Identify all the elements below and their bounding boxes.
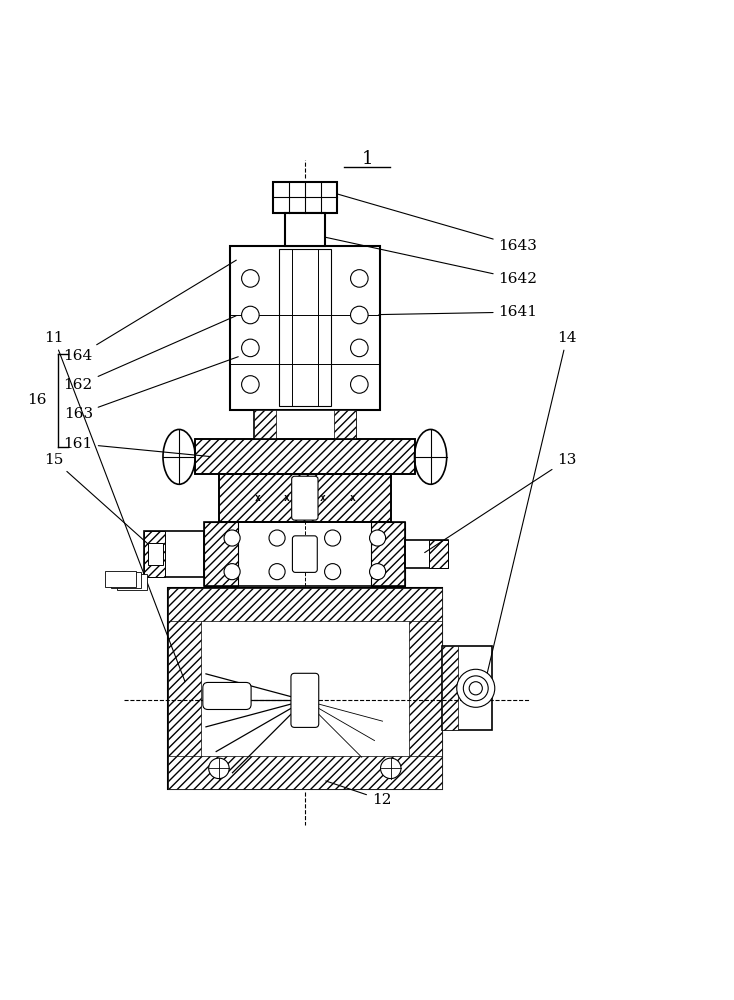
Bar xyxy=(117,574,148,590)
Bar xyxy=(105,571,136,587)
Text: 14: 14 xyxy=(480,331,577,704)
Bar xyxy=(333,410,356,439)
FancyBboxPatch shape xyxy=(291,673,319,727)
Bar xyxy=(371,522,405,586)
FancyBboxPatch shape xyxy=(292,536,317,572)
Bar xyxy=(168,756,442,789)
Text: 13: 13 xyxy=(425,453,576,553)
Bar xyxy=(168,588,442,789)
Text: 162: 162 xyxy=(64,316,236,392)
Circle shape xyxy=(324,564,341,580)
Text: 1641: 1641 xyxy=(379,305,537,319)
Bar xyxy=(204,522,239,586)
Bar xyxy=(204,522,405,586)
FancyBboxPatch shape xyxy=(203,682,251,709)
Bar xyxy=(230,246,379,410)
Text: x: x xyxy=(283,493,289,503)
Circle shape xyxy=(241,376,259,393)
Circle shape xyxy=(469,682,482,695)
Text: 161: 161 xyxy=(64,437,211,457)
Bar xyxy=(168,588,442,621)
Bar xyxy=(195,439,415,474)
Bar xyxy=(442,646,492,730)
Circle shape xyxy=(269,564,285,580)
Bar xyxy=(254,410,356,439)
Circle shape xyxy=(351,339,368,357)
Text: 1642: 1642 xyxy=(326,237,537,286)
Text: 163: 163 xyxy=(64,357,239,421)
Bar xyxy=(254,410,276,439)
Bar xyxy=(219,474,390,522)
Text: 164: 164 xyxy=(64,260,236,363)
Bar xyxy=(145,531,204,577)
Text: 1: 1 xyxy=(361,150,373,168)
Bar xyxy=(278,249,331,406)
Bar xyxy=(442,646,458,730)
Text: 16: 16 xyxy=(27,393,47,407)
Text: 11: 11 xyxy=(44,331,185,682)
Text: 12: 12 xyxy=(326,781,391,807)
Bar xyxy=(278,249,331,406)
Text: x: x xyxy=(320,493,326,503)
Circle shape xyxy=(241,306,259,324)
Text: x: x xyxy=(255,493,261,503)
Circle shape xyxy=(369,530,385,546)
Bar xyxy=(405,540,448,568)
FancyBboxPatch shape xyxy=(291,476,318,520)
Bar xyxy=(168,588,200,789)
Circle shape xyxy=(369,564,385,580)
Circle shape xyxy=(351,376,368,393)
Text: x: x xyxy=(349,493,355,503)
Bar xyxy=(409,588,442,789)
Circle shape xyxy=(457,669,495,707)
Circle shape xyxy=(224,564,240,580)
Text: 1643: 1643 xyxy=(319,189,537,253)
Bar xyxy=(195,439,415,474)
Ellipse shape xyxy=(415,429,447,484)
Circle shape xyxy=(380,758,401,779)
Bar xyxy=(285,213,325,246)
Bar xyxy=(429,540,448,568)
Bar xyxy=(272,182,337,213)
Bar xyxy=(219,474,390,522)
Circle shape xyxy=(351,306,368,324)
Text: 15: 15 xyxy=(44,453,157,552)
Bar xyxy=(148,543,163,565)
Ellipse shape xyxy=(163,429,195,484)
Circle shape xyxy=(324,530,341,546)
Bar xyxy=(145,531,165,577)
Circle shape xyxy=(351,270,368,287)
Circle shape xyxy=(241,270,259,287)
Circle shape xyxy=(224,530,240,546)
Circle shape xyxy=(269,530,285,546)
Circle shape xyxy=(463,676,488,701)
Circle shape xyxy=(241,339,259,357)
Bar xyxy=(111,572,142,588)
Circle shape xyxy=(208,758,229,779)
